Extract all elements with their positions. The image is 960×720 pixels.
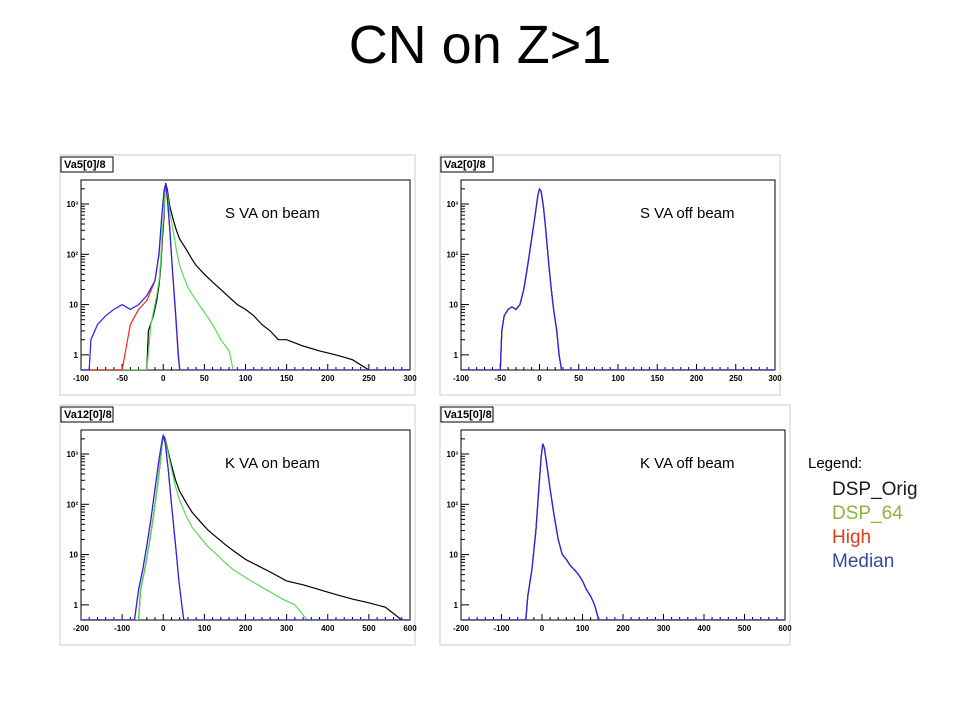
series-line-dsp-64	[81, 435, 410, 620]
y-tick-label: 10	[449, 551, 458, 560]
panel-background	[439, 404, 791, 646]
panel-annotation: K VA off beam	[640, 455, 735, 472]
x-tick-label: 150	[651, 374, 665, 383]
x-tick-label: 50	[574, 374, 583, 383]
histogram-panel-s-va-off-beam: Va2[0]/8 S VA off beam -100 -50 0 50 100 150 200…	[439, 154, 782, 396]
y-tick-label: 10²	[66, 500, 78, 509]
x-tick-label: -100	[114, 624, 131, 633]
panel-background	[439, 154, 781, 396]
series-line-dsp-64	[81, 184, 410, 370]
y-tick-label: 10	[449, 301, 458, 310]
y-tick-label: 10³	[66, 200, 78, 209]
legend-entry-median: Median	[832, 551, 895, 572]
x-tick-label: 300	[657, 624, 671, 633]
x-tick-label: 100	[239, 374, 253, 383]
x-tick-label: 50	[200, 374, 209, 383]
slide-title: CN on Z>1	[348, 15, 612, 75]
y-tick-label: 10	[69, 301, 78, 310]
series-line-median	[81, 183, 410, 370]
x-tick-label: 250	[729, 374, 743, 383]
y-tick-label: 10²	[446, 500, 458, 509]
hist-title-box	[440, 156, 494, 173]
x-tick-label: 0	[537, 374, 542, 383]
y-tick-label: 10³	[446, 200, 458, 209]
y-tick-label: 10²	[446, 250, 458, 259]
x-tick-label: 0	[161, 374, 166, 383]
legend: Legend: DSP_Orig DSP_64 High Median	[808, 455, 958, 574]
x-tick-label: -200	[453, 624, 470, 633]
x-tick-label: 250	[362, 374, 376, 383]
legend-title: Legend:	[808, 455, 863, 472]
hist-title-box	[60, 156, 114, 173]
legend-entry-high: High	[832, 527, 872, 548]
hist-title: Va2[0]/8	[444, 159, 486, 171]
x-tick-label: -100	[453, 374, 470, 383]
x-tick-label: 400	[321, 624, 335, 633]
x-tick-label: 500	[738, 624, 752, 633]
x-tick-label: 400	[697, 624, 711, 633]
x-tick-label: 200	[239, 624, 253, 633]
x-tick-label: 200	[616, 624, 630, 633]
x-tick-label: -100	[73, 374, 90, 383]
x-tick-label: 500	[362, 624, 376, 633]
y-tick-label: 10³	[66, 450, 78, 459]
panel-background	[59, 404, 416, 646]
series-line-median	[461, 443, 785, 620]
histogram-panel-k-va-off-beam: Va15[0]/8 K VA off beam -200 -100 0 100 200 300…	[439, 404, 792, 646]
x-tick-label: 200	[321, 374, 335, 383]
x-tick-label: -100	[493, 624, 510, 633]
panel-annotation: K VA on beam	[225, 455, 320, 472]
legend-entry-dsp-64: DSP_64	[832, 503, 903, 524]
y-tick-label: 10²	[66, 250, 78, 259]
x-tick-label: -50	[494, 374, 506, 383]
hist-title-box	[440, 406, 494, 423]
y-tick-label: 1	[74, 351, 79, 360]
x-tick-label: 100	[611, 374, 625, 383]
hist-title: Va12[0]/8	[64, 409, 112, 421]
hist-title: Va15[0]/8	[444, 409, 492, 421]
x-tick-label: 200	[690, 374, 704, 383]
panel-background	[59, 154, 416, 396]
x-tick-label: 600	[778, 624, 792, 633]
x-tick-label: -50	[116, 374, 128, 383]
y-tick-label: 1	[74, 601, 79, 610]
x-tick-label: 100	[198, 624, 212, 633]
histogram-panel-k-va-on-beam: Va12[0]/8 K VA on beam -200 -100 0 100 200 300 4…	[59, 404, 417, 646]
series-line-median	[461, 187, 775, 370]
x-tick-label: 300	[403, 374, 417, 383]
panel-annotation: S VA on beam	[225, 205, 320, 222]
x-tick-label: 300	[280, 624, 294, 633]
hist-title-box	[60, 406, 114, 423]
x-tick-label: 0	[540, 624, 545, 633]
histogram-panel-s-va-on-beam: Va5[0]/8 S VA on beam -100 -50 0 50 100 150 200 2…	[59, 154, 417, 396]
x-tick-label: -200	[73, 624, 90, 633]
y-tick-label: 10³	[446, 450, 458, 459]
x-tick-label: 0	[161, 624, 166, 633]
y-tick-label: 10	[69, 551, 78, 560]
x-tick-label: 600	[403, 624, 417, 633]
legend-entry-dsp-orig: DSP_Orig	[832, 479, 918, 500]
panel-annotation: S VA off beam	[640, 205, 735, 222]
y-tick-label: 1	[454, 351, 459, 360]
series-line-median	[81, 434, 410, 620]
x-tick-label: 300	[768, 374, 782, 383]
x-tick-label: 150	[280, 374, 294, 383]
x-tick-label: 100	[576, 624, 590, 633]
hist-title: Va5[0]/8	[64, 159, 106, 171]
y-tick-label: 1	[454, 601, 459, 610]
